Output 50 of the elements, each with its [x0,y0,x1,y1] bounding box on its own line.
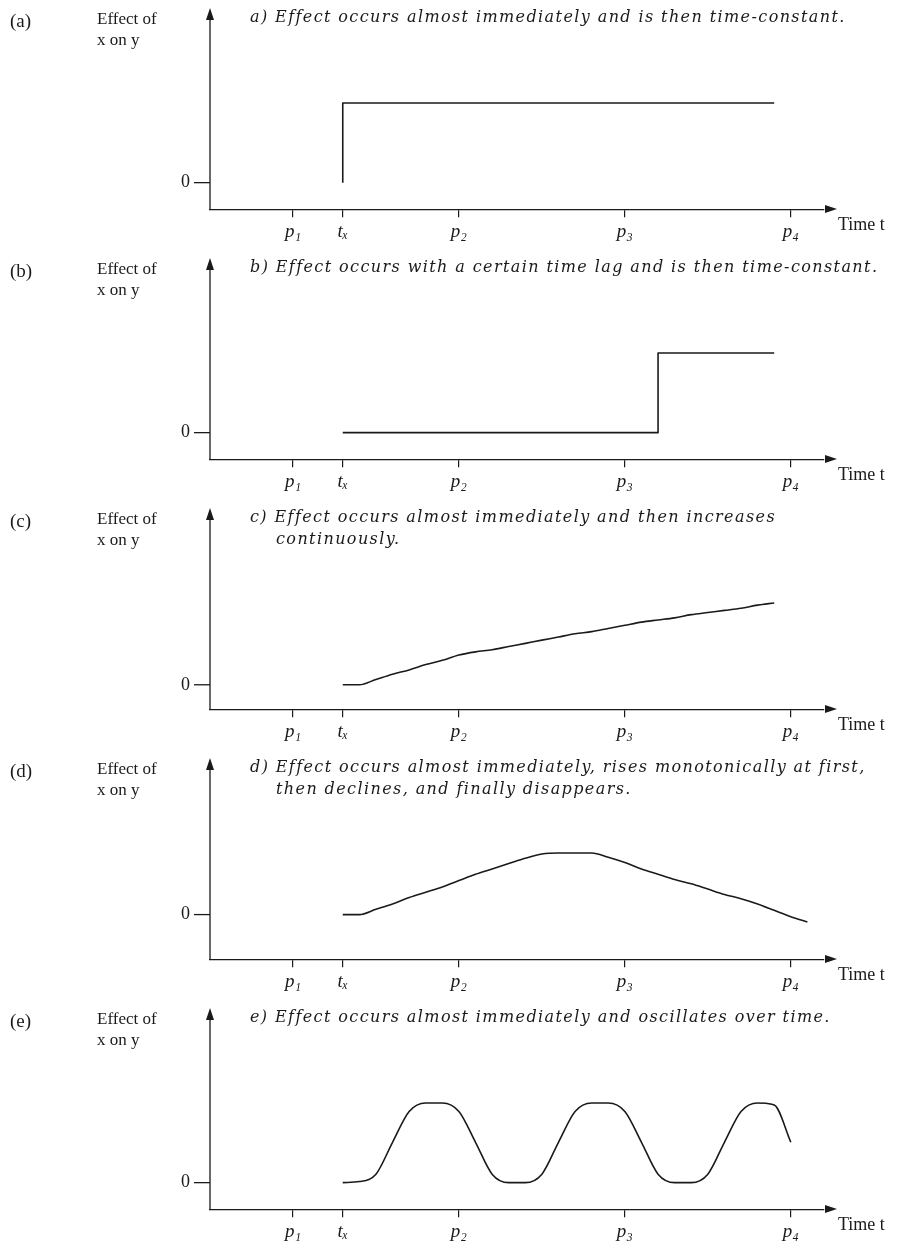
x-tick-label: p₂ [448,219,468,241]
x-tick-label: p₁ [282,219,302,241]
x-axis-title: Time t [838,464,885,485]
x-tick-label: p₁ [282,969,302,991]
x-tick-label: p₄ [780,219,799,241]
text: (a) [10,10,32,32]
x-tick-label: p₂ [448,1219,468,1241]
y-axis-title: Effect of x on y [97,758,158,800]
text: 0 [181,171,190,192]
text: (e) [10,1010,32,1032]
x-tick-label: p₄ [780,969,799,991]
x-axis-title: Time t [838,714,885,735]
x-tick-label: p₃ [614,719,633,741]
x-tick-label: p₁ [282,1219,302,1241]
y-axis-title: Effect of x on y [97,8,158,50]
text: (d) [10,760,33,782]
x-tick-label: p₁ [282,719,302,741]
x-tick-label: p₂ [448,719,468,741]
text: 0 [181,1171,190,1192]
chart-title: e) Effect occurs almost immediately and oscillates over time. [250,1006,832,1028]
text: 0 [181,903,190,924]
x-tick-label: p₄ [780,719,799,741]
x-tick-label: tₓ [337,469,349,491]
x-tick-label: p₃ [614,469,633,491]
text: 0 [181,673,190,694]
x-tick-label: p₂ [448,469,468,491]
text: (b) [10,260,33,282]
x-tick-label: p₄ [780,1219,799,1241]
y-axis-title: Effect of x on y [97,258,158,300]
y-axis-title: Effect of x on y [97,1008,158,1050]
chart-title: c) Effect occurs almost immediately and then increases continuously. [250,506,777,550]
x-axis-title: Time t [838,1214,885,1235]
x-tick-label: tₓ [337,969,349,991]
x-tick-label: p₁ [282,469,302,491]
x-tick-label: p₂ [448,969,468,991]
text: (c) [10,510,32,532]
x-axis-title: Time t [838,214,885,235]
x-tick-label: p₄ [780,469,799,491]
chart-title: b) Effect occurs with a certain time lag and is then time-constant. [250,256,880,278]
x-tick-label: tₓ [337,719,349,741]
x-tick-label: p₃ [614,969,633,991]
text: 0 [181,421,190,442]
x-tick-label: p₃ [614,219,633,241]
y-axis-title: Effect of x on y [97,508,158,550]
x-tick-label: tₓ [337,219,349,241]
x-axis-title: Time t [838,964,885,985]
x-tick-label: p₃ [614,1219,633,1241]
chart-title: d) Effect occurs almost immediately, rises monotonically at first, then declines, and finally disappears. [250,756,867,800]
chart-title: a) Effect occurs almost immediately and is then time-constant. [250,6,847,28]
x-tick-label: tₓ [337,1219,349,1241]
